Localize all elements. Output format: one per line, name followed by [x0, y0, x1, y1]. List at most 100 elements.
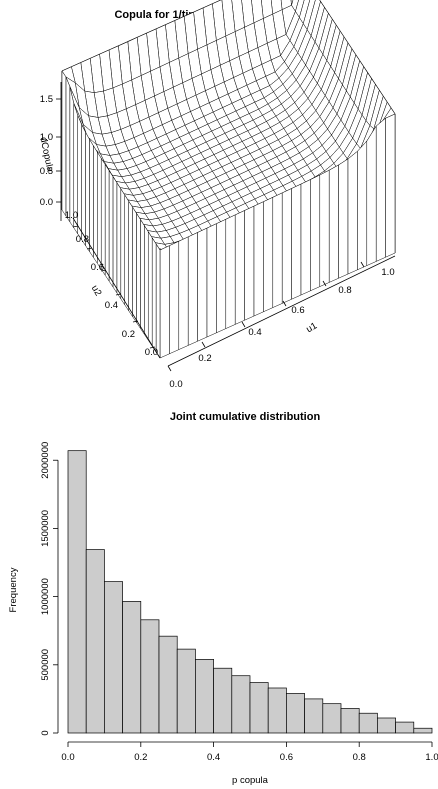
histogram-bar	[176, 648, 196, 734]
surface-skirt	[116, 181, 122, 300]
histogram-bar	[413, 727, 433, 734]
u1-axis-label: u1	[304, 320, 319, 335]
y-tick-label: 0	[40, 730, 51, 735]
surface-skirt	[100, 157, 106, 276]
z-tick-label: 1.5	[40, 94, 53, 105]
surface-skirt	[291, 183, 302, 300]
u2-tick-label: 0.8	[76, 234, 89, 245]
surface-skirt	[178, 236, 189, 350]
surface-skirt	[69, 86, 75, 229]
surface-skirt	[128, 200, 133, 318]
surface-skirt	[357, 140, 368, 271]
z-tick-label: 1.0	[40, 132, 53, 143]
histogram-bar	[158, 635, 178, 734]
histogram-bar	[286, 693, 305, 734]
surface-skirt	[120, 188, 125, 306]
y-tick-label: 2000000	[40, 442, 51, 479]
x-tick-label: 0.4	[207, 752, 220, 763]
x-tick-label: 0.6	[280, 752, 293, 763]
histogram-bar	[85, 549, 105, 734]
u1-tick-label: 1.0	[381, 267, 394, 278]
z-tick-label: 0.0	[40, 197, 53, 208]
u2-tick-label: 0.6	[91, 262, 104, 273]
surface-skirt	[159, 245, 170, 359]
histogram-bar	[358, 712, 378, 734]
histogram-bars	[67, 450, 433, 734]
histogram-bar	[249, 682, 269, 734]
surface-skirt	[89, 138, 94, 259]
surface-skirt	[263, 196, 274, 313]
histogram-bar	[395, 721, 415, 734]
u2-tick-label: 0.4	[105, 300, 118, 311]
histogram-bar	[267, 687, 287, 734]
histogram-bar	[213, 667, 233, 734]
surface-box-front	[61, 70, 396, 359]
surface-skirt	[151, 236, 157, 353]
surface-skirt	[338, 158, 349, 279]
surface-skirt	[136, 212, 141, 330]
u1-tick-label: 0.6	[291, 305, 304, 316]
histogram-title: Joint cumulative distribution	[170, 411, 321, 423]
surface-skirt	[197, 227, 208, 342]
x-tick-label: 0.8	[353, 752, 366, 763]
surface-skirt	[93, 144, 98, 265]
surface-skirt	[281, 188, 292, 304]
histogram-bar	[67, 450, 87, 734]
surface-skirt	[206, 223, 217, 338]
histogram-y-label: Frequency	[8, 567, 19, 612]
surface-skirt	[97, 151, 102, 271]
x-tick-label: 1.0	[425, 752, 438, 763]
surface-skirt	[319, 169, 330, 287]
x-tick-label: 0.2	[134, 752, 147, 763]
histogram-bar	[122, 601, 142, 734]
u2-tick-label: 0.0	[145, 347, 158, 358]
surface-skirt	[253, 201, 264, 317]
surface-skirt	[234, 210, 245, 325]
z-tick-label: 0.5	[40, 166, 53, 177]
surface-skirt	[77, 115, 82, 241]
surface-skirt	[81, 124, 86, 247]
u1-tick-label: 0.2	[198, 353, 211, 364]
surface-skirt	[300, 179, 311, 296]
surface-skirt	[347, 150, 358, 275]
u1-tick-label: 0.8	[338, 285, 351, 296]
surface-skirt	[366, 125, 377, 266]
surface-skirt	[65, 76, 71, 223]
surface-skirt	[61, 70, 67, 217]
surface-skirt	[328, 164, 339, 283]
y-tick-label: 500000	[40, 649, 51, 681]
surface-skirt	[385, 113, 396, 258]
histogram-plot: Joint cumulative distribution 0.0 0.2 0.4 0…	[8, 411, 438, 786]
surface-skirt	[187, 232, 198, 346]
surface-skirt	[375, 117, 386, 262]
histogram-bar	[304, 698, 324, 734]
x-tick-label: 0.0	[61, 752, 74, 763]
u1-tick-label: 0.4	[248, 327, 261, 338]
surface-skirt	[108, 169, 114, 288]
surface-skirt	[124, 194, 129, 312]
histogram-x-axis: 0.0 0.2 0.4 0.6 0.8 1.0	[61, 741, 438, 763]
surface-skirt	[244, 205, 255, 321]
histogram-bar	[377, 717, 396, 734]
surface-skirt	[144, 224, 149, 342]
histogram-bar	[340, 708, 360, 734]
surface-skirt	[140, 218, 145, 336]
surface-skirt	[169, 240, 180, 355]
u1-axis: 0.0 0.2 0.4 0.6 0.8 1.0 u1	[167, 255, 396, 390]
surface-skirt	[147, 230, 153, 347]
surface-skirt	[155, 243, 161, 359]
surface-skirt	[310, 174, 321, 292]
u2-tick-label: 1.0	[65, 210, 78, 221]
surface-skirt	[132, 206, 137, 324]
surface-skirt	[225, 214, 236, 329]
u2-tick-label: 0.2	[122, 329, 135, 340]
y-tick-label: 1000000	[40, 578, 51, 615]
copula-surface-plot: Copula for 1/time and similarity for 200…	[37, 0, 396, 390]
surface-skirt	[216, 218, 227, 334]
histogram-bar	[322, 703, 342, 734]
u2-axis-label: u2	[89, 283, 104, 298]
histogram-bar	[231, 675, 251, 734]
surface-skirt	[112, 175, 118, 294]
histogram-y-axis: 0 500000 1000000 1500000 2000000	[40, 442, 59, 736]
